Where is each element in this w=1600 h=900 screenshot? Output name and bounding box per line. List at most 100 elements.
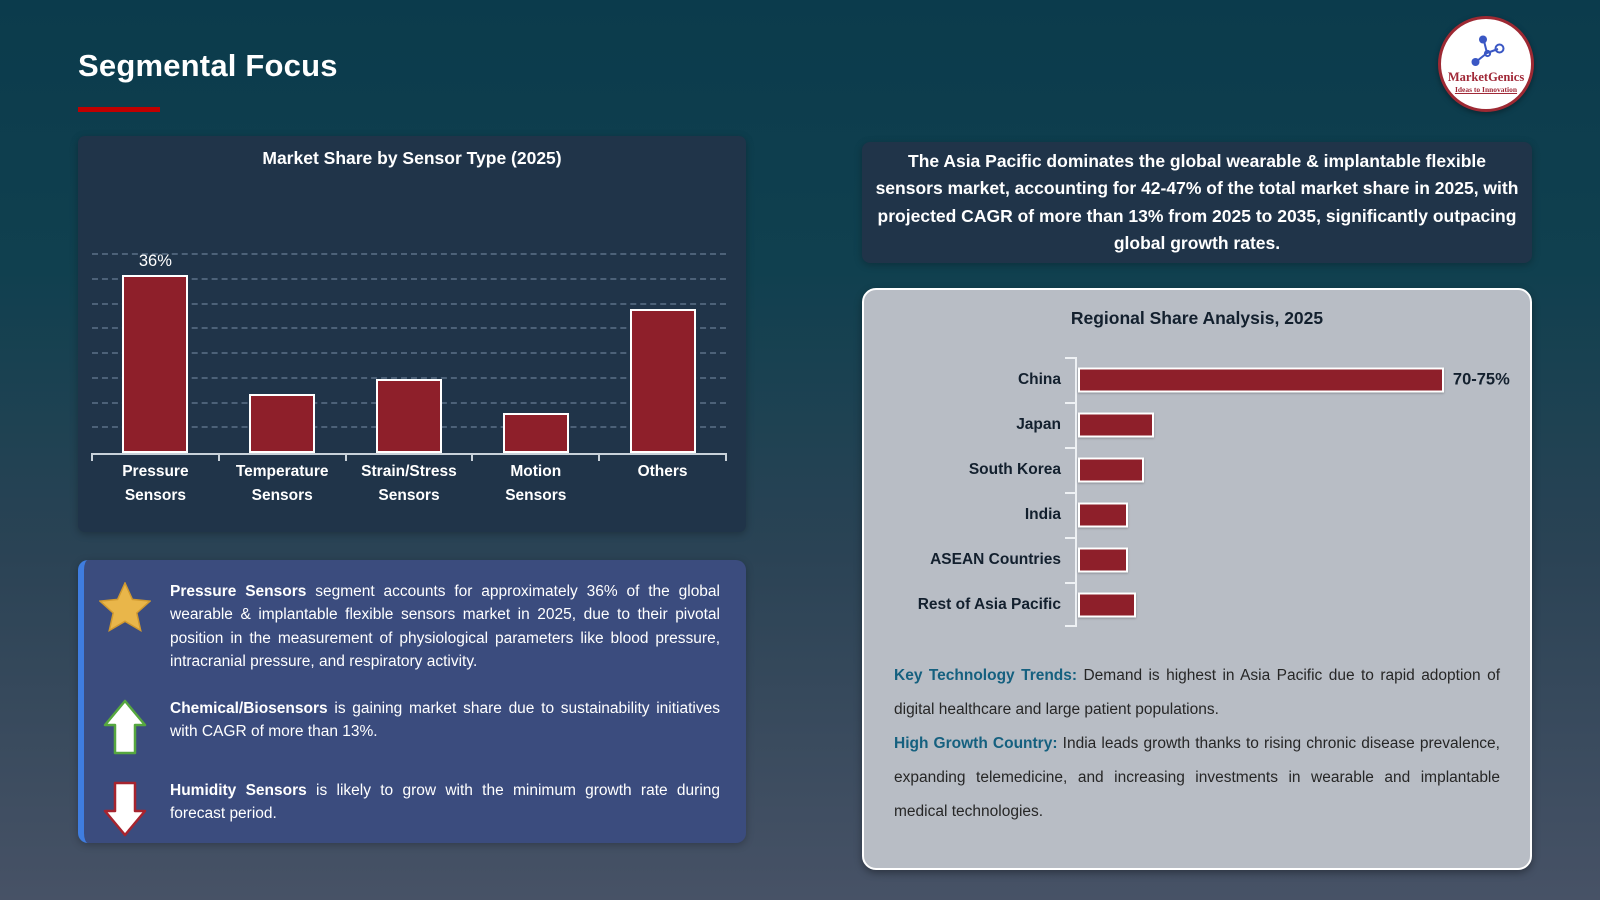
axis-tick <box>91 453 93 461</box>
regional-row-south-korea: South Korea <box>900 447 1504 492</box>
region-label: South Korea <box>968 460 1061 478</box>
region-label: China <box>1017 370 1061 388</box>
asia-pacific-callout: The Asia Pacific dominates the global we… <box>862 142 1532 263</box>
bar-strain-stress-sensors <box>346 255 473 453</box>
regional-row-asean-countries: ASEAN Countries <box>900 537 1504 582</box>
insight-item-humidity-sensors: Humidity Sensors is likely to grow with … <box>98 779 720 837</box>
regional-chart: China 70-75% Japan South Korea India ASEAN Co… <box>900 357 1510 627</box>
insight-text: Humidity Sensors is likely to grow with … <box>170 779 720 837</box>
axis-tick <box>725 453 727 461</box>
trend-body: Demand is highest in Asia Pacific due to… <box>894 667 1500 719</box>
logo-name: MarketGenics <box>1447 70 1525 84</box>
insight-item-chemical-biosensors: Chemical/Biosensors is gaining market sh… <box>98 697 720 755</box>
insights-box: Pressure Sensors segment accounts for ap… <box>78 560 746 843</box>
regional-chart-title: Regional Share Analysis, 2025 <box>1070 308 1324 328</box>
axis-tick <box>598 453 601 461</box>
bar <box>1078 412 1154 437</box>
bar <box>1078 547 1129 572</box>
axis-tick <box>1065 447 1077 449</box>
marketgenics-logo: MarketGenics Ideas to Innovation <box>1438 16 1534 112</box>
insight-body: is gaining market share due to sustainab… <box>170 700 720 741</box>
axis-tick <box>1065 357 1077 359</box>
bar-temperature-sensors <box>219 255 346 453</box>
bar-track <box>1075 492 1504 537</box>
bar-others <box>599 255 726 453</box>
axis-tick <box>217 453 220 461</box>
trends-block: Key Technology Trends: Demand is highest… <box>890 659 1504 829</box>
logo-tagline: Ideas to Innovation <box>1454 85 1518 94</box>
insight-lead: Pressure Sensors <box>170 583 307 600</box>
axis-tick <box>1065 537 1077 539</box>
bar-motion-sensors <box>472 255 599 453</box>
axis-tick <box>1065 402 1077 404</box>
gridline <box>92 277 726 280</box>
category-label: Strain/Stress Sensors <box>361 463 457 505</box>
bar <box>249 393 316 453</box>
gridline <box>92 253 726 255</box>
trend-body: India leads growth thanks to rising chro… <box>894 735 1500 821</box>
gridline <box>92 352 726 354</box>
bar <box>629 309 696 453</box>
sensor-chart-plot: 36% <box>91 252 727 461</box>
insight-text: Pressure Sensors segment accounts for ap… <box>170 580 720 673</box>
bar <box>1078 367 1444 392</box>
sensor-chart-categories: Pressure Sensors Temperature Sensors Strai… <box>92 460 726 514</box>
arrow-down-icon <box>98 779 152 837</box>
region-label: Japan <box>1016 415 1061 433</box>
insight-text: Chemical/Biosensors is gaining market sh… <box>170 697 720 755</box>
region-label: Rest of Asia Pacific <box>917 595 1061 613</box>
page-title: Segmental Focus <box>78 48 338 83</box>
regional-row-rest-of-asia-pacific: Rest of Asia Pacific <box>900 582 1504 627</box>
axis-tick <box>1065 625 1077 627</box>
category-label: Motion Sensors <box>505 463 567 505</box>
bar <box>1078 592 1137 617</box>
sensor-chart-title: Market Share by Sensor Type (2025) <box>262 148 562 168</box>
axis-tick <box>344 453 347 461</box>
regional-share-panel: Regional Share Analysis, 2025 China 70-75… <box>862 288 1532 870</box>
axis-tick <box>1065 582 1077 584</box>
insight-body: segment accounts for approximately 36% o… <box>170 583 720 670</box>
bar <box>375 378 442 453</box>
sensor-share-chart-panel: Market Share by Sensor Type (2025) 36% P… <box>78 136 746 532</box>
axis-tick <box>1065 492 1077 494</box>
region-label: ASEAN Countries <box>930 550 1061 568</box>
bar-track <box>1075 402 1504 447</box>
trend-lead: Key Technology Trends: <box>894 667 1078 684</box>
category-label: Pressure Sensors <box>122 463 189 505</box>
regional-row-india: India <box>900 492 1504 537</box>
bar-track: 70-75% <box>1075 357 1510 402</box>
gridline <box>92 302 726 305</box>
bar <box>1078 457 1144 482</box>
bar-value-label: 36% <box>138 251 172 270</box>
callout-text: The Asia Pacific dominates the global we… <box>875 151 1519 253</box>
insight-lead: Chemical/Biosensors <box>170 700 328 717</box>
bar-track <box>1075 447 1504 492</box>
regional-row-japan: Japan <box>900 402 1504 447</box>
regional-row-china: China 70-75% <box>900 357 1510 402</box>
bar-value-label: 70-75% <box>1452 370 1510 388</box>
bar <box>502 413 569 453</box>
regional-chart-rows: China 70-75% Japan South Korea India ASEAN Co… <box>900 357 1510 627</box>
category-label: Temperature Sensors <box>235 463 329 505</box>
gridline <box>92 327 726 330</box>
gridline <box>92 376 726 379</box>
trend-lead: High Growth Country: <box>894 735 1058 753</box>
bar: 36% <box>122 252 189 453</box>
bar-track <box>1075 582 1504 627</box>
insight-item-pressure-sensors: Pressure Sensors segment accounts for ap… <box>98 580 720 673</box>
bar-pressure-sensors: 36% <box>92 252 219 453</box>
trend-key-technology: Key Technology Trends: Demand is highest… <box>894 659 1500 727</box>
insight-lead: Humidity Sensors <box>170 782 307 799</box>
arrow-up-icon <box>98 697 152 755</box>
trend-high-growth: High Growth Country: India leads growth … <box>894 727 1500 829</box>
bar <box>1078 502 1129 527</box>
bar-track <box>1075 537 1504 582</box>
star-icon <box>98 580 152 673</box>
insight-body: is likely to grow with the minimum growt… <box>170 782 721 823</box>
category-label: Others <box>637 463 688 480</box>
region-label: India <box>1024 505 1061 523</box>
molecule-icon <box>1467 34 1505 68</box>
axis-tick <box>471 453 474 461</box>
title-underline <box>78 107 160 112</box>
